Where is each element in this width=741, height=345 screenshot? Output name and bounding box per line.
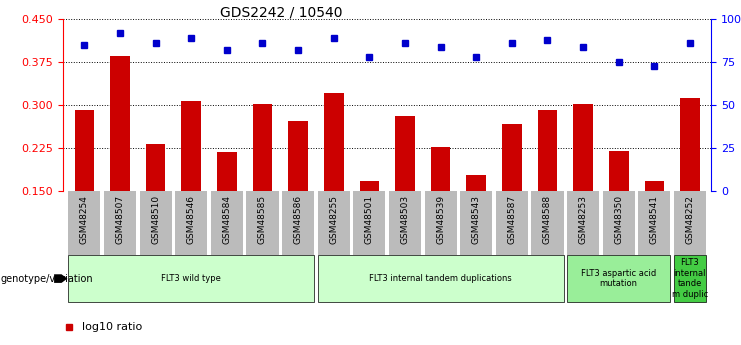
Bar: [318, 191, 350, 255]
Bar: [460, 191, 492, 255]
Bar: [353, 191, 385, 255]
Bar: [574, 104, 593, 191]
Text: GSM48254: GSM48254: [80, 195, 89, 244]
Bar: [288, 121, 308, 191]
Text: GSM48510: GSM48510: [151, 195, 160, 244]
Bar: [110, 56, 130, 191]
Bar: [104, 191, 136, 255]
Bar: [609, 151, 628, 191]
Bar: [680, 98, 700, 191]
Bar: [211, 191, 243, 255]
Bar: [602, 191, 635, 255]
Bar: [359, 181, 379, 191]
Text: log10 ratio: log10 ratio: [82, 322, 143, 332]
Bar: [247, 191, 279, 255]
Text: GSM48253: GSM48253: [579, 195, 588, 244]
Text: GSM48507: GSM48507: [116, 195, 124, 244]
Text: GSM48543: GSM48543: [472, 195, 481, 244]
Bar: [567, 191, 599, 255]
Text: GSM48585: GSM48585: [258, 195, 267, 244]
Bar: [674, 191, 706, 255]
Bar: [146, 144, 165, 191]
Bar: [496, 191, 528, 255]
Bar: [389, 191, 421, 255]
Text: FLT3
internal
tande
m duplic: FLT3 internal tande m duplic: [672, 258, 708, 299]
Bar: [431, 147, 451, 191]
Text: GSM48584: GSM48584: [222, 195, 231, 244]
Text: GSM48588: GSM48588: [543, 195, 552, 244]
Bar: [466, 175, 486, 191]
Text: GSM48503: GSM48503: [400, 195, 410, 244]
Bar: [395, 116, 415, 191]
Text: GSM48546: GSM48546: [187, 195, 196, 244]
Bar: [318, 255, 563, 302]
Text: GSM48586: GSM48586: [293, 195, 302, 244]
Bar: [425, 191, 456, 255]
Text: GSM48350: GSM48350: [614, 195, 623, 244]
Bar: [502, 124, 522, 191]
Bar: [253, 104, 272, 191]
Bar: [638, 191, 671, 255]
Bar: [567, 255, 671, 302]
Text: GSM48587: GSM48587: [508, 195, 516, 244]
Text: GSM48541: GSM48541: [650, 195, 659, 244]
Bar: [68, 191, 100, 255]
Bar: [645, 181, 664, 191]
Bar: [175, 191, 207, 255]
Bar: [531, 191, 563, 255]
Text: GSM48501: GSM48501: [365, 195, 374, 244]
Text: FLT3 internal tandem duplications: FLT3 internal tandem duplications: [369, 274, 512, 283]
Bar: [674, 255, 706, 302]
Bar: [75, 110, 94, 191]
Text: GSM48255: GSM48255: [329, 195, 338, 244]
Bar: [182, 101, 201, 191]
Bar: [68, 255, 314, 302]
Text: genotype/variation: genotype/variation: [1, 274, 93, 284]
Text: GSM48539: GSM48539: [436, 195, 445, 244]
Text: GSM48252: GSM48252: [685, 195, 694, 244]
Bar: [538, 110, 557, 191]
Bar: [282, 191, 314, 255]
Bar: [324, 92, 344, 191]
Bar: [139, 191, 172, 255]
Text: FLT3 aspartic acid
mutation: FLT3 aspartic acid mutation: [581, 269, 657, 288]
Text: GDS2242 / 10540: GDS2242 / 10540: [220, 5, 343, 19]
Text: FLT3 wild type: FLT3 wild type: [162, 274, 221, 283]
Bar: [217, 152, 236, 191]
